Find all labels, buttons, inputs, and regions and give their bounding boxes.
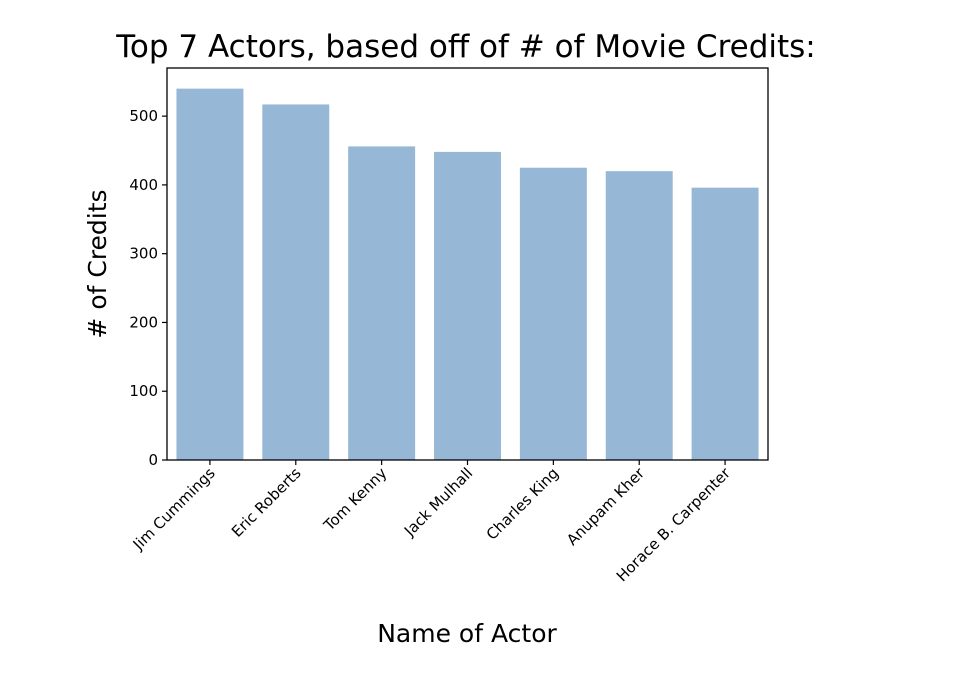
y-tick-label-3: 300 xyxy=(129,245,158,263)
y-tick-label-2: 200 xyxy=(129,313,158,331)
x-tick-label-5: Anupam Kher xyxy=(563,464,649,550)
bar-6 xyxy=(691,187,759,461)
x-axis-label: Name of Actor xyxy=(377,619,557,648)
y-tick-label-4: 400 xyxy=(129,176,158,194)
bar-1 xyxy=(262,104,330,460)
x-tick-label-2: Tom Kenny xyxy=(319,464,390,535)
chart-title: Top 7 Actors, based off of # of Movie Cr… xyxy=(115,29,816,65)
bar-3 xyxy=(434,151,501,461)
x-tick-label-1: Eric Roberts xyxy=(228,464,305,541)
x-tick-label-4: Charles King xyxy=(483,464,562,543)
y-tick-label-1: 100 xyxy=(129,382,158,400)
y-axis-label: # of Credits xyxy=(83,189,112,338)
bar-2 xyxy=(348,146,416,460)
x-tick-label-0: Jim Cummings xyxy=(129,464,219,554)
y-tick-label-5: 500 xyxy=(129,107,158,125)
x-axis: Jim Cummings Eric Roberts Tom Kenny Jack Mu… xyxy=(129,460,734,585)
y-axis: 0 100 200 300 400 500 xyxy=(129,107,167,469)
x-tick-label-3: Jack Mulhall xyxy=(400,464,476,540)
bar-5 xyxy=(605,171,673,460)
bar-4 xyxy=(519,167,587,460)
bars-group xyxy=(176,88,759,461)
y-tick-label-0: 0 xyxy=(148,451,158,469)
bar-0 xyxy=(176,88,244,460)
